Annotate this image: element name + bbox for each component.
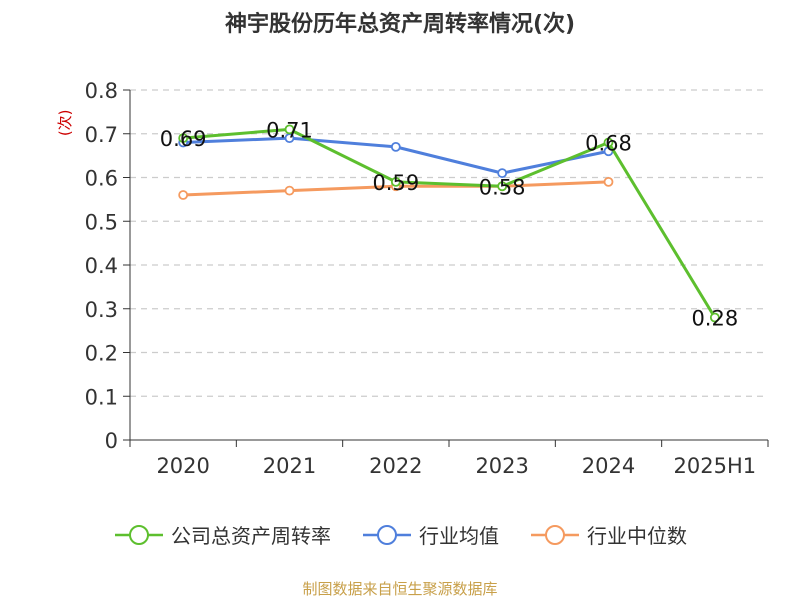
series-point [284,124,295,135]
chart-title: 神宇股份历年总资产周转率情况(次) [224,12,576,37]
data-label: 0.59 [372,171,419,195]
x-tick-label: 2024 [582,454,635,478]
series-point [603,137,614,148]
y-tick-label: 0.1 [85,385,118,409]
x-tick-label: 2023 [475,454,528,478]
legend-item: 行业均值 [361,520,499,549]
legend: 公司总资产周转率 行业均值 行业中位数 [0,520,800,549]
series-lines [178,124,720,323]
y-tick-label: 0 [105,429,118,453]
x-tick-label: 2022 [369,454,422,478]
series-point [178,190,189,200]
series-point [497,181,508,192]
series-point [390,176,401,187]
y-tick-label: 0.7 [85,123,118,147]
x-tick-label: 2021 [263,454,316,478]
series-point [603,176,614,187]
legend-swatch [115,524,163,545]
legend-item: 行业中位数 [529,520,687,549]
legend-label: 行业均值 [419,524,499,548]
data-label: 0.68 [585,132,632,156]
legend-swatch [363,524,411,545]
series-line-0 [183,127,717,319]
data-label: 0.28 [691,307,738,331]
y-axis-label: (次) [56,109,74,136]
legend-label: 行业中位数 [587,524,687,548]
y-tick-label: 0.4 [85,254,118,278]
data-labels: 0.69 0.71 0.59 0.58 0.68 0.28 [160,118,738,330]
data-label: 0.69 [160,127,207,151]
grid-lines [130,89,768,397]
data-label: 0.71 [266,118,313,142]
axes: 0 0.1 0.2 0.3 0.4 0.5 0.6 0.7 0.8 2020 2021 2022 202… [56,79,769,478]
x-tick-label: 2025H1 [674,454,757,478]
x-tick-label: 2020 [156,454,209,478]
legend-label: 公司总资产周转率 [171,524,331,548]
y-tick-label: 0.6 [85,167,118,191]
y-tick-label: 0.5 [85,210,118,234]
series-point [497,168,508,179]
legend-item: 公司总资产周转率 [113,520,331,549]
series-point [178,133,189,144]
series-point [284,185,295,196]
y-tick-label: 0.8 [85,79,118,103]
y-tick-label: 0.3 [85,298,118,322]
y-tick-label: 0.2 [85,342,118,366]
data-label: 0.58 [479,175,526,199]
series-point [390,141,401,152]
source-note: 制图数据来自恒生聚源数据库 [302,580,498,598]
series-point [709,312,720,323]
legend-swatch [531,524,579,545]
